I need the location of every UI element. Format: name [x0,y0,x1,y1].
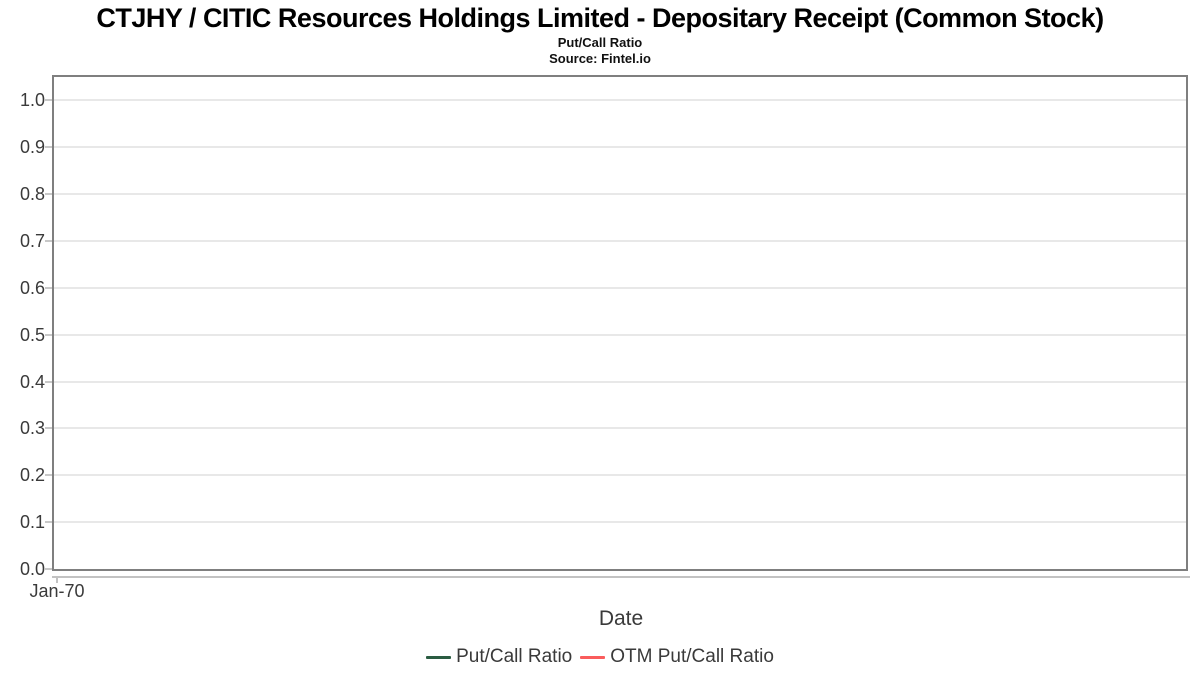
x-axis-tick-label: Jan-70 [29,581,85,601]
y-gridline [54,333,1186,336]
legend-label: Put/Call Ratio [456,646,573,667]
legend-line-swatch [580,655,606,659]
legend-line-swatch [426,655,452,659]
legend-item-otm-put-call-ratio[interactable]: OTM Put/Call Ratio [580,646,774,668]
y-axis-tick-mark [45,380,52,383]
y-axis-tick-mark [45,240,52,242]
y-axis-tick-mark [45,193,52,196]
y-gridline [54,474,1186,477]
chart-subtitle: Put/Call Ratio [557,35,643,50]
y-gridline [54,521,1186,524]
y-axis-tick-mark [45,333,52,336]
y-axis-tick-mark [45,474,52,477]
y-axis-tick-mark [45,568,52,570]
x-axis-tick-mark [56,578,58,583]
y-gridline [54,240,1186,242]
chart-title: CTJHY / CITIC Resources Holdings Limited… [96,3,1104,33]
x-axis-line [52,576,1190,578]
y-axis-tick-mark [45,521,52,524]
y-axis-tick-label: 0.7 [19,231,45,251]
y-axis-tick-mark [45,146,52,149]
legend-item-put-call-ratio[interactable]: Put/Call Ratio [426,646,572,668]
y-axis-tick-label: 0.8 [19,184,45,205]
y-gridline [54,286,1186,289]
y-axis-tick-label: 0.9 [19,137,45,158]
y-axis-tick-mark [45,286,52,289]
legend: Put/Call Ratio OTM Put/Call Ratio [0,644,1200,670]
legend-label: OTM Put/Call Ratio [610,646,774,667]
y-axis-tick-label: 0.2 [19,465,45,486]
y-axis-tick-label: 0.6 [19,277,45,298]
y-axis-tick-label: 1.0 [19,90,45,111]
plot-area [52,75,1188,571]
y-axis-tick-label: 0.4 [19,371,45,392]
y-axis-tick-mark [45,427,52,430]
y-axis-tick-label: 0.0 [19,559,45,579]
y-axis-tick-mark [45,99,52,102]
y-axis-tick-label: 0.3 [19,418,45,439]
x-axis-title: Date [598,607,644,630]
y-gridline [54,380,1186,383]
y-gridline [54,193,1186,196]
chart-source-label: Source: Fintel.io [549,51,651,66]
y-axis-tick-label: 0.5 [19,324,45,345]
y-gridline [54,99,1186,102]
y-gridline [54,427,1186,430]
y-axis-tick-label: 0.1 [19,512,45,533]
y-gridline [54,146,1186,149]
